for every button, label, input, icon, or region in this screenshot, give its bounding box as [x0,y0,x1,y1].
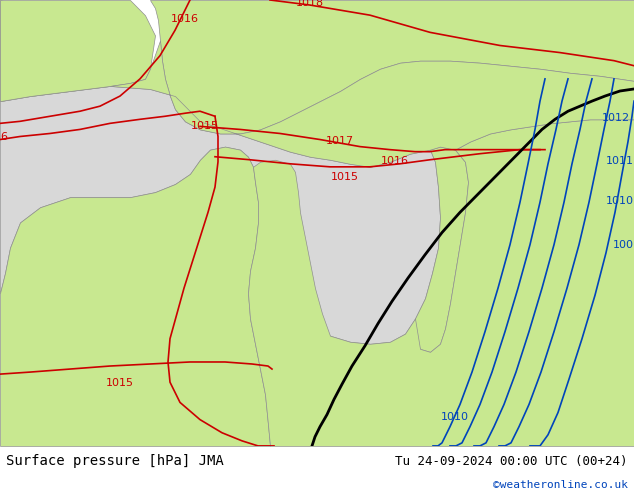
Text: 1017: 1017 [326,136,354,146]
Text: 1011: 1011 [606,156,634,166]
Text: 16: 16 [0,131,9,142]
Text: 1015: 1015 [191,122,219,131]
Text: Surface pressure [hPa] JMA: Surface pressure [hPa] JMA [6,454,224,468]
Text: 1012: 1012 [602,113,630,123]
Text: 1016: 1016 [171,14,199,24]
Text: 1015: 1015 [331,172,359,182]
Text: ©weatheronline.co.uk: ©weatheronline.co.uk [493,480,628,490]
Text: Tu 24-09-2024 00:00 UTC (00+24): Tu 24-09-2024 00:00 UTC (00+24) [395,455,628,468]
Text: 1010: 1010 [606,196,634,206]
Text: 1015: 1015 [106,378,134,388]
Text: 1016: 1016 [381,156,409,166]
Text: 100: 100 [613,240,634,250]
Text: 1018: 1018 [296,0,324,8]
Text: 1010: 1010 [441,412,469,421]
